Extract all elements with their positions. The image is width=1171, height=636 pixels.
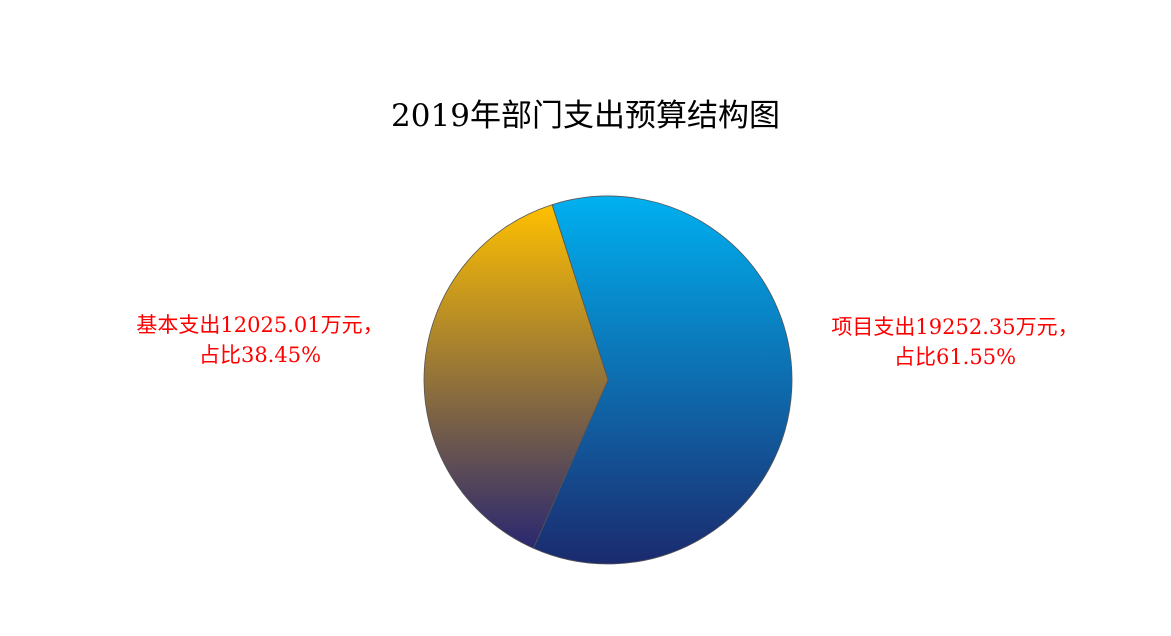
data-label-line: 项目支出19252.35万元， [831, 315, 1079, 339]
data-label-basic-expenditure: 基本支出12025.01万元， 占比38.45% [110, 310, 410, 370]
chart-title: 2019年部门支出预算结构图 [391, 98, 780, 134]
pie-slice-0 [532, 195, 793, 565]
pie-slice-1 [423, 204, 609, 549]
data-label-line: 基本支出12025.01万元， [136, 313, 384, 337]
data-label-line: 占比61.55% [893, 345, 1017, 369]
data-label-project-expenditure: 项目支出19252.35万元， 占比61.55% [810, 312, 1100, 372]
data-label-line: 占比38.45% [198, 343, 322, 367]
